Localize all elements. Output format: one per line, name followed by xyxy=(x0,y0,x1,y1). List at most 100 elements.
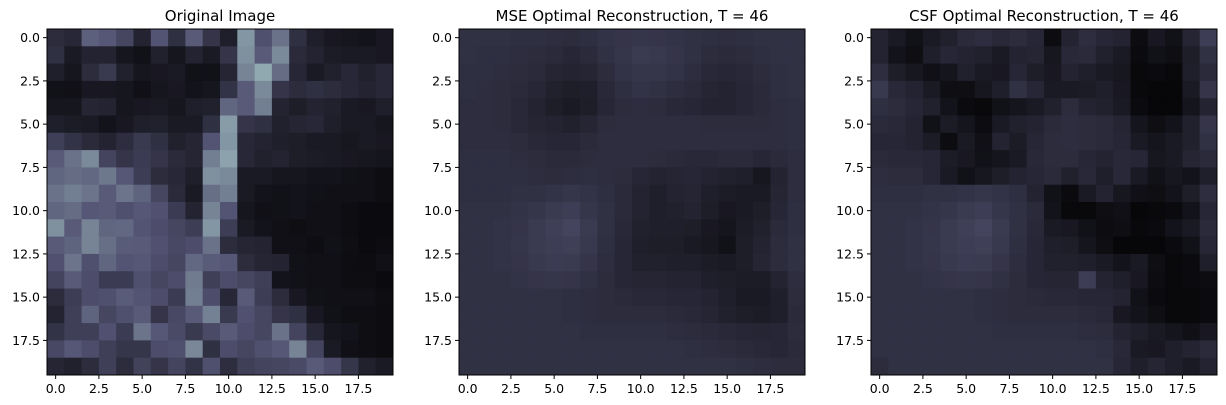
heatmap-cell xyxy=(1199,115,1218,134)
heatmap-cell xyxy=(289,357,307,376)
heatmap-cell xyxy=(1165,184,1183,203)
heatmap-cell xyxy=(1095,184,1114,203)
heatmap-cell xyxy=(528,115,546,134)
heatmap-cell xyxy=(1130,29,1149,47)
heatmap-cell xyxy=(683,63,702,82)
heatmap-cell xyxy=(683,202,702,220)
heatmap-cell xyxy=(271,202,290,220)
heatmap-cell xyxy=(202,29,221,47)
heatmap-cell xyxy=(753,132,771,151)
heatmap-cell xyxy=(64,219,82,237)
heatmap-cell xyxy=(545,150,564,168)
heatmap-cell xyxy=(476,340,494,359)
heatmap-cell xyxy=(1130,288,1149,307)
heatmap-cell xyxy=(459,115,477,134)
heatmap-cell xyxy=(957,288,976,307)
heatmap-cell xyxy=(47,271,65,289)
heatmap-cell xyxy=(940,323,958,341)
heatmap-cell xyxy=(1113,115,1131,134)
heatmap-cell xyxy=(476,167,494,186)
heatmap-cell xyxy=(683,80,702,99)
x-tick-label: 7.5 xyxy=(587,381,607,396)
heatmap-cell xyxy=(1113,80,1131,99)
heatmap-cell xyxy=(81,63,100,82)
heatmap-cell xyxy=(476,357,494,376)
heatmap-cell xyxy=(735,98,754,116)
heatmap-cell xyxy=(133,98,152,116)
heatmap-cell xyxy=(683,219,702,237)
heatmap-cell xyxy=(905,357,924,376)
heatmap-cell xyxy=(185,305,204,324)
heatmap-cell xyxy=(957,357,976,376)
heatmap-cell xyxy=(701,167,719,186)
heatmap-cell xyxy=(528,80,546,99)
heatmap-cell xyxy=(528,29,546,47)
heatmap-cell xyxy=(476,132,494,151)
heatmap-cell xyxy=(922,98,941,116)
x-tick-label: 10.0 xyxy=(1039,381,1067,396)
heatmap-cell xyxy=(306,288,325,307)
heatmap-cell xyxy=(1165,132,1183,151)
heatmap-cell xyxy=(649,80,667,99)
heatmap-cell xyxy=(1061,202,1079,220)
y-tick-label: 2.5 xyxy=(432,73,452,88)
heatmap-cell xyxy=(493,340,512,359)
heatmap-cell xyxy=(649,167,667,186)
heatmap-cell xyxy=(992,253,1010,272)
heatmap-cell xyxy=(905,167,924,186)
heatmap-cell xyxy=(992,46,1010,64)
heatmap-cell xyxy=(632,167,650,186)
heatmap-cell xyxy=(116,323,134,341)
heatmap-cell xyxy=(1061,357,1079,376)
heatmap-cell xyxy=(871,323,889,341)
heatmap-cell xyxy=(905,29,924,47)
heatmap-cell xyxy=(545,340,564,359)
heatmap-cell xyxy=(306,80,325,99)
heatmap-cell xyxy=(888,132,906,151)
heatmap-cell xyxy=(871,253,889,272)
heatmap-cell xyxy=(940,253,958,272)
heatmap-cell xyxy=(116,167,134,186)
heatmap-cell xyxy=(1147,150,1166,168)
heatmap-cell xyxy=(1199,46,1218,64)
heatmap-cell xyxy=(770,150,789,168)
heatmap-cell xyxy=(1009,305,1028,324)
heatmap-cell xyxy=(1009,184,1028,203)
heatmap-cell xyxy=(666,63,685,82)
heatmap-cell xyxy=(220,167,238,186)
heatmap-cell xyxy=(580,202,598,220)
heatmap-cell xyxy=(98,357,117,376)
heatmap-cell xyxy=(1165,29,1183,47)
heatmap-cell xyxy=(905,323,924,341)
heatmap-cell xyxy=(770,63,789,82)
heatmap-cell xyxy=(64,115,82,134)
heatmap-cell xyxy=(47,29,65,47)
heatmap-cell xyxy=(1130,253,1149,272)
heatmap-cell xyxy=(510,98,529,116)
heatmap-cell xyxy=(770,323,789,341)
heatmap-cell xyxy=(510,46,529,64)
heatmap-cell xyxy=(510,29,529,47)
heatmap-cell xyxy=(202,150,221,168)
heatmap-cell xyxy=(649,184,667,203)
heatmap-cell xyxy=(1078,202,1097,220)
heatmap-cell xyxy=(323,236,342,255)
heatmap-cell xyxy=(683,305,702,324)
axes-frame xyxy=(46,28,394,376)
heatmap-cell xyxy=(1078,98,1097,116)
heatmap-cell xyxy=(735,340,754,359)
heatmap-cell xyxy=(306,29,325,47)
heatmap-cell xyxy=(271,29,290,47)
heatmap-cell xyxy=(1009,219,1028,237)
heatmap-cell xyxy=(1061,323,1079,341)
heatmap-cell xyxy=(459,29,477,47)
heatmap-cell xyxy=(1113,98,1131,116)
heatmap-cell xyxy=(666,253,685,272)
heatmap-cell xyxy=(1044,167,1062,186)
heatmap-cell xyxy=(718,219,737,237)
heatmap-cell xyxy=(476,115,494,134)
heatmap-cell xyxy=(271,80,290,99)
heatmap-cell xyxy=(905,340,924,359)
heatmap-cell xyxy=(1095,219,1114,237)
heatmap-cell xyxy=(116,46,134,64)
